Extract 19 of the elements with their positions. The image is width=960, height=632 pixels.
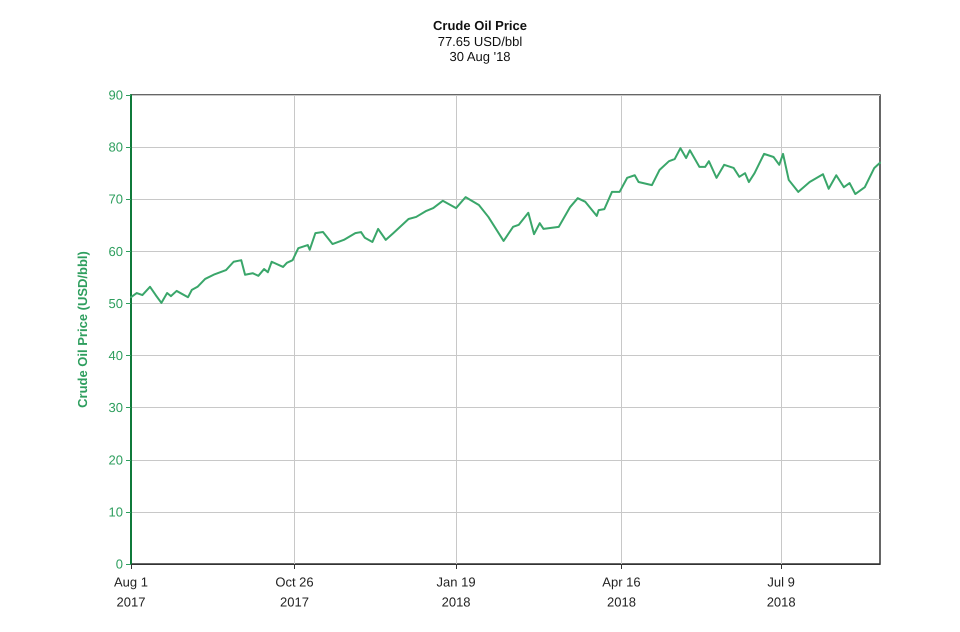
x-tick-label: Jul 9 2018 [766,574,796,610]
y-tick-label: 50 [108,296,123,311]
y-tick-label: 90 [108,88,123,102]
x-tick-label: Aug 1 2017 [114,574,148,610]
y-tick-label: 60 [108,244,123,259]
x-tick-label: Oct 26 2017 [275,574,314,610]
chart-subtitle: 77.65 USD/bbl 30 Aug '18 [438,34,522,64]
x-tick-label: Jan 19 2018 [436,574,476,610]
line-series [130,147,881,304]
y-tick-label: 30 [108,400,123,416]
y-tick-label: 40 [108,348,123,364]
x-tick-label: Apr 16 2018 [602,574,641,610]
y-tick-label: 80 [108,140,123,155]
y-axis-title: Crude Oil Price (USD/bbl) [75,251,90,408]
y-tick-label: 20 [108,452,123,468]
chart-title: Crude Oil Price [433,18,527,33]
y-tick-label: 0 [116,556,123,572]
y-tick-label: 70 [108,192,123,207]
y-tick-label: 10 [108,504,123,520]
